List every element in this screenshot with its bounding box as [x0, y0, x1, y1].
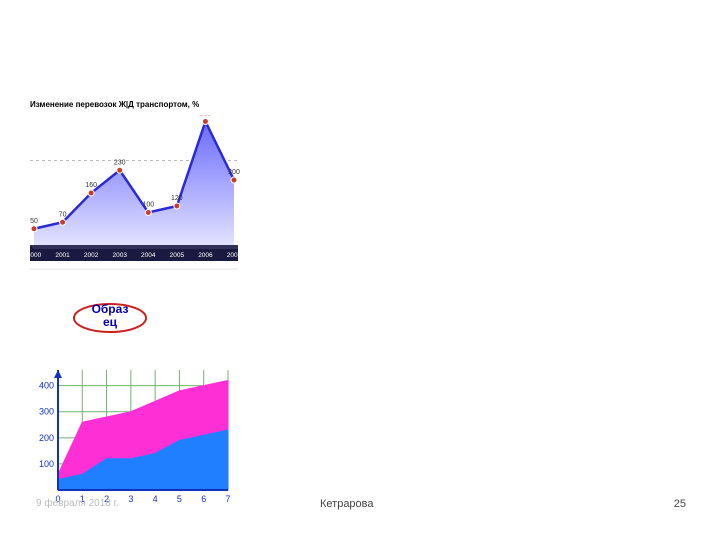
svg-text:7: 7 — [225, 494, 230, 504]
sample-badge: Образец — [70, 300, 150, 336]
svg-text:2003: 2003 — [112, 252, 127, 259]
chart1-title: Изменение перевозок Ж|Д транспортом, % — [30, 100, 250, 109]
chart2-plot: 10020030040001234567 — [30, 370, 232, 508]
footer-page-number: 25 — [674, 498, 686, 510]
svg-text:2007: 2007 — [227, 252, 240, 259]
svg-text:380: 380 — [200, 115, 212, 118]
svg-text:70: 70 — [59, 211, 67, 218]
svg-text:2005: 2005 — [170, 252, 185, 259]
svg-text:3: 3 — [128, 494, 133, 504]
footer-date: 9 февраля 2018 г. — [36, 498, 119, 509]
svg-text:230: 230 — [114, 159, 126, 166]
svg-text:120: 120 — [171, 195, 183, 202]
svg-text:100: 100 — [39, 459, 54, 469]
sample-badge-text: Образец — [70, 303, 150, 329]
svg-text:4: 4 — [153, 494, 158, 504]
svg-text:100: 100 — [142, 202, 154, 209]
svg-text:2006: 2006 — [198, 252, 213, 259]
svg-text:2002: 2002 — [84, 252, 99, 259]
chart1-plot: 50 70 160 230 100 120 380 200 2000 2001 2002 2003 20… — [30, 115, 240, 287]
svg-text:50: 50 — [30, 218, 38, 225]
svg-text:5: 5 — [177, 494, 182, 504]
svg-text:2001: 2001 — [55, 252, 70, 259]
svg-text:2004: 2004 — [141, 252, 156, 259]
svg-text:200: 200 — [228, 169, 240, 176]
svg-text:6: 6 — [201, 494, 206, 504]
rail-transport-chart: Изменение перевозок Ж|Д транспортом, % 5… — [30, 100, 250, 287]
svg-text:2000: 2000 — [30, 252, 42, 259]
svg-text:300: 300 — [39, 407, 54, 417]
stacked-area-chart: 10020030040001234567 — [30, 370, 230, 513]
svg-text:200: 200 — [39, 433, 54, 443]
svg-text:400: 400 — [39, 381, 54, 391]
svg-text:160: 160 — [85, 182, 97, 189]
footer-author: Кетрарова — [320, 498, 374, 510]
